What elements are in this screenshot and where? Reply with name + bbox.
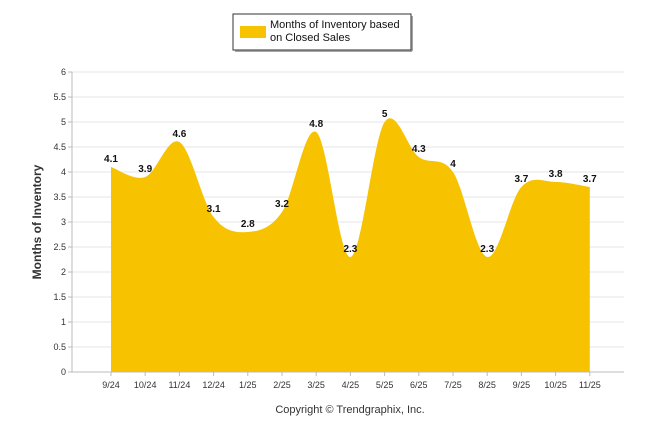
y-tick-label: 2.5 [53,242,66,252]
x-tick-label: 6/25 [410,380,428,390]
y-tick-label: 1.5 [53,292,66,302]
legend[interactable]: Months of Inventory based on Closed Sale… [232,13,413,52]
data-label: 4.3 [412,144,426,155]
x-tick-label: 9/25 [513,380,531,390]
data-label: 3.1 [207,204,221,215]
legend-label-line-1: Months of Inventory based [270,19,400,31]
x-tick-label: 3/25 [307,380,325,390]
y-axis: 0 0.5 1 1.5 2 2.5 3 3.5 4 4.5 5 5.5 6 [53,67,73,377]
y-tick-label: 0 [61,367,66,377]
x-tick-label: 7/25 [444,380,462,390]
y-tick-label: 2 [61,267,66,277]
x-tick-label: 11/25 [579,380,601,390]
data-label: 4.6 [172,129,186,140]
data-label: 2.3 [343,244,357,255]
data-label: 3.9 [138,164,152,175]
y-tick-label: 4 [61,167,66,177]
y-tick-label: 4.5 [53,142,66,152]
x-tick-label: 4/25 [342,380,360,390]
x-tick-label: 2/25 [273,380,291,390]
data-label: 4.8 [309,119,323,130]
data-label: 4 [450,159,456,170]
data-label: 3.7 [583,174,597,185]
x-axis-ticks: 9/24 10/24 11/24 12/24 1/25 2/25 3/25 4/25 5/25 6… [102,372,601,390]
y-tick-label: 6 [61,67,66,77]
x-tick-label: 12/24 [202,380,225,390]
data-label: 3.7 [514,174,528,185]
y-tick-label: 3.5 [53,192,66,202]
legend-swatch [240,26,266,38]
data-label: 3.2 [275,199,289,210]
x-tick-label: 9/24 [102,380,120,390]
x-tick-label: 8/25 [478,380,496,390]
data-labels: 4.1 3.9 4.6 3.1 2.8 3.2 4.8 2.3 5 4.3 4 2.3 3.7 3.8 3.… [104,109,597,255]
y-tick-label: 5.5 [53,92,66,102]
x-tick-label: 5/25 [376,380,394,390]
y-tick-label: 5 [61,117,66,127]
y-tick-label: 3 [61,217,66,227]
data-label: 5 [382,109,388,120]
y-axis-title: Months of Inventory [30,164,44,279]
x-tick-label: 11/24 [168,380,190,390]
x-tick-label: 10/24 [134,380,157,390]
legend-label-line-2: on Closed Sales [270,32,351,44]
data-label: 2.3 [480,244,494,255]
data-label: 2.8 [241,219,255,230]
x-tick-label: 1/25 [239,380,257,390]
inventory-area [111,118,590,372]
y-tick-label: 0.5 [53,342,66,352]
y-tick-label: 1 [61,317,66,327]
copyright-footer: Copyright © Trendgraphix, Inc. [275,404,424,416]
data-label: 4.1 [104,154,118,165]
x-tick-label: 10/25 [544,380,567,390]
data-label: 3.8 [549,169,563,180]
